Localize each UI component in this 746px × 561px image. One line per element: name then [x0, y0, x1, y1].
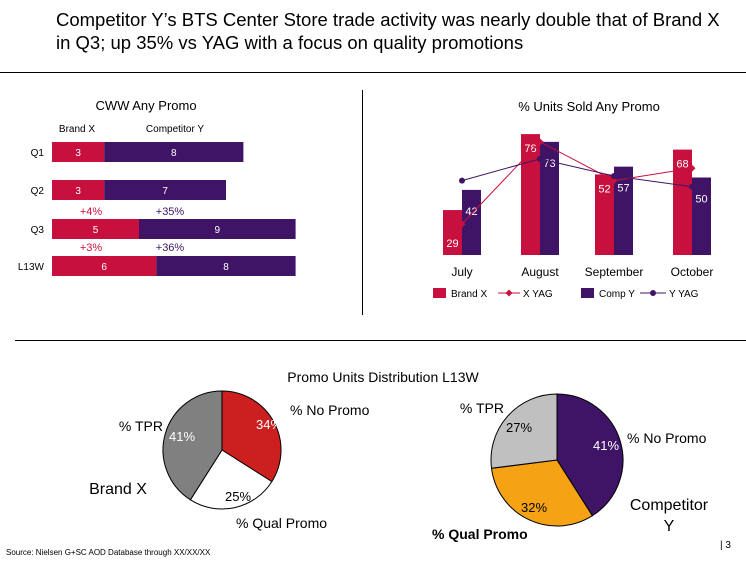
bar-brand-x [521, 134, 540, 255]
pie-slice-name: % Qual Promo [432, 526, 528, 542]
bar-brand-x [673, 149, 692, 255]
data-label: 6 [101, 262, 107, 273]
bar-comp-y [540, 141, 559, 255]
data-label-brand-x: 52 [598, 183, 610, 195]
pie-label-competitor-y-line2: Y [664, 518, 675, 535]
pie-slice-name: % TPR [119, 418, 163, 434]
point-y-yag [689, 183, 695, 190]
legend-label-comp-y: Comp Y [599, 289, 635, 300]
data-label-comp-y: 42 [465, 206, 477, 218]
data-label-brand-x: 29 [446, 238, 458, 250]
bar-brand-x [52, 180, 105, 200]
bar-competitor-y [104, 180, 226, 200]
line-y-yag [461, 158, 693, 188]
chart-title: CWW Any Promo [95, 98, 196, 113]
source-note: Source: Nielsen G+SC AOD Database throug… [6, 548, 211, 557]
annotation-brand-x-2: +3% [80, 242, 103, 254]
data-label-brand-x: 68 [676, 159, 688, 171]
legend-label-x-yag: X YAG [523, 289, 553, 300]
bar-comp-y [692, 177, 711, 255]
pie-slice [189, 449, 273, 510]
legend-swatch-brand-x [433, 288, 446, 298]
pie-slice-value: 32% [521, 500, 547, 515]
vertical-divider [362, 90, 363, 315]
category-label: August [521, 265, 559, 279]
pie-slice [162, 390, 223, 501]
category-label: Q3 [31, 225, 45, 236]
promo-distribution-pies: Promo Units Distribution L13W 34% % No Pr… [89, 369, 709, 542]
category-label: October [671, 265, 714, 279]
legend-marker-x-yag [505, 289, 513, 297]
legend-swatch-comp-y [581, 288, 594, 298]
category-label: July [451, 265, 472, 279]
data-label-brand-x: 78 [524, 143, 536, 155]
column-header-competitor-y: Competitor Y [146, 124, 205, 135]
category-label: L13W [18, 262, 45, 273]
pie-slice-name: % No Promo [627, 430, 707, 446]
title-divider [0, 72, 746, 73]
page-number-value: 3 [725, 540, 731, 551]
point-x-yag [458, 220, 466, 228]
pie-slice [490, 459, 594, 527]
pie-label-competitor-y-line1: Competitor [630, 497, 709, 514]
legend-label-y-yag: Y YAG [669, 289, 699, 300]
line-x-yag [461, 141, 693, 225]
chart-title: % Units Sold Any Promo [518, 99, 660, 114]
pie-slice-value: 25% [225, 489, 251, 504]
pie-slice [490, 393, 558, 469]
page-title: Competitor Y’s BTS Center Store trade ac… [56, 9, 720, 53]
point-x-yag [688, 164, 696, 172]
pie-label-brand-x: Brand X [89, 481, 147, 498]
bar-brand-x [443, 210, 462, 255]
data-label: 7 [162, 186, 168, 197]
pie-slice-name: % Qual Promo [236, 515, 327, 531]
bar-comp-y [614, 166, 633, 255]
data-label: 8 [223, 262, 229, 273]
middle-divider [15, 340, 746, 341]
annotation-competitor-y-2: +36% [156, 242, 185, 254]
data-label: 8 [171, 148, 177, 159]
point-x-yag [610, 177, 618, 185]
bar-competitor-y [156, 256, 296, 276]
bar-competitor-y [104, 142, 244, 162]
legend-label-brand-x: Brand X [451, 289, 487, 300]
bar-brand-x [52, 219, 139, 239]
category-label: Q2 [31, 186, 45, 197]
category-label: September [585, 265, 644, 279]
bar-brand-x [52, 142, 105, 162]
data-label-comp-y: 57 [617, 183, 629, 195]
page-number: | 3 [720, 540, 731, 551]
chart-title: Promo Units Distribution L13W [287, 369, 479, 385]
data-label-comp-y: 50 [695, 194, 707, 206]
pie-slice-name: % TPR [460, 400, 504, 416]
pie-slice-value: 27% [506, 420, 532, 435]
point-x-yag [536, 138, 544, 146]
annotation-brand-x-1: +4% [80, 206, 103, 218]
pie-slice-name: % No Promo [290, 402, 370, 418]
column-header-brand-x: Brand X [59, 124, 95, 135]
point-y-yag [459, 177, 465, 184]
point-y-yag [537, 155, 543, 162]
legend-marker-y-yag [650, 290, 656, 296]
bar-brand-x [52, 256, 157, 276]
point-y-yag [611, 172, 617, 179]
category-label: Q1 [31, 148, 45, 159]
annotation-competitor-y-1: +35% [156, 206, 185, 218]
data-label: 9 [215, 225, 221, 236]
cww-any-promo-chart: CWW Any Promo Brand X Competitor Y Q1 3 8 Q… [18, 98, 296, 276]
bar-brand-x [595, 174, 614, 255]
pie-slice-value: 41% [169, 429, 195, 444]
bar-comp-y [462, 189, 481, 255]
pie-slice-value: 41% [593, 438, 619, 453]
data-label: 3 [75, 148, 81, 159]
pie-slice-value: 34% [256, 417, 282, 432]
bar-competitor-y [139, 219, 296, 239]
data-label: 3 [75, 186, 81, 197]
data-label: 5 [93, 225, 99, 236]
